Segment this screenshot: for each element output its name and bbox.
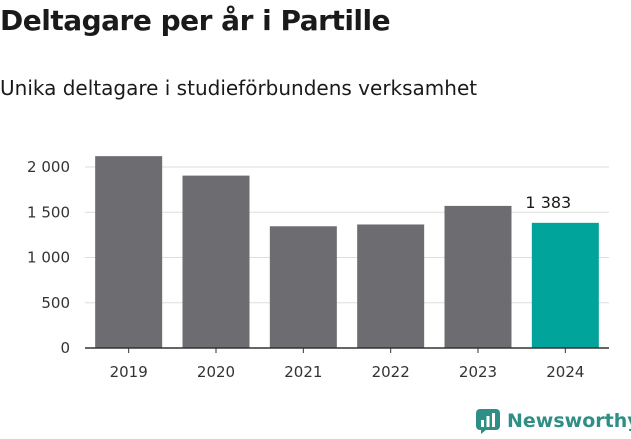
x-tick-label: 2020	[197, 363, 235, 381]
x-tick-label: 2021	[284, 363, 322, 381]
newsworthy-logo-icon	[476, 409, 500, 434]
y-tick-label: 0	[60, 339, 70, 357]
x-tick-label: 2019	[110, 363, 148, 381]
bar	[269, 226, 337, 348]
chart-title: Deltagare per år i Partille	[0, 4, 391, 37]
data-label: 1 383	[525, 193, 571, 212]
y-tick-label: 2 000	[27, 158, 70, 176]
bar	[531, 222, 599, 348]
bar	[357, 224, 425, 348]
x-tick-label: 2023	[459, 363, 497, 381]
bar	[182, 175, 250, 348]
bar	[95, 156, 163, 348]
y-tick-label: 1 500	[27, 203, 70, 221]
x-tick-label: 2024	[546, 363, 584, 381]
x-tick-label: 2022	[372, 363, 410, 381]
y-tick-label: 500	[41, 294, 70, 312]
brand-logo: Newsworthy	[475, 408, 631, 434]
bar	[444, 205, 512, 348]
brand-name: Newsworthy	[507, 410, 631, 432]
chart-subtitle: Unika deltagare i studieförbundens verks…	[0, 76, 478, 100]
y-tick-label: 1 000	[27, 249, 70, 267]
